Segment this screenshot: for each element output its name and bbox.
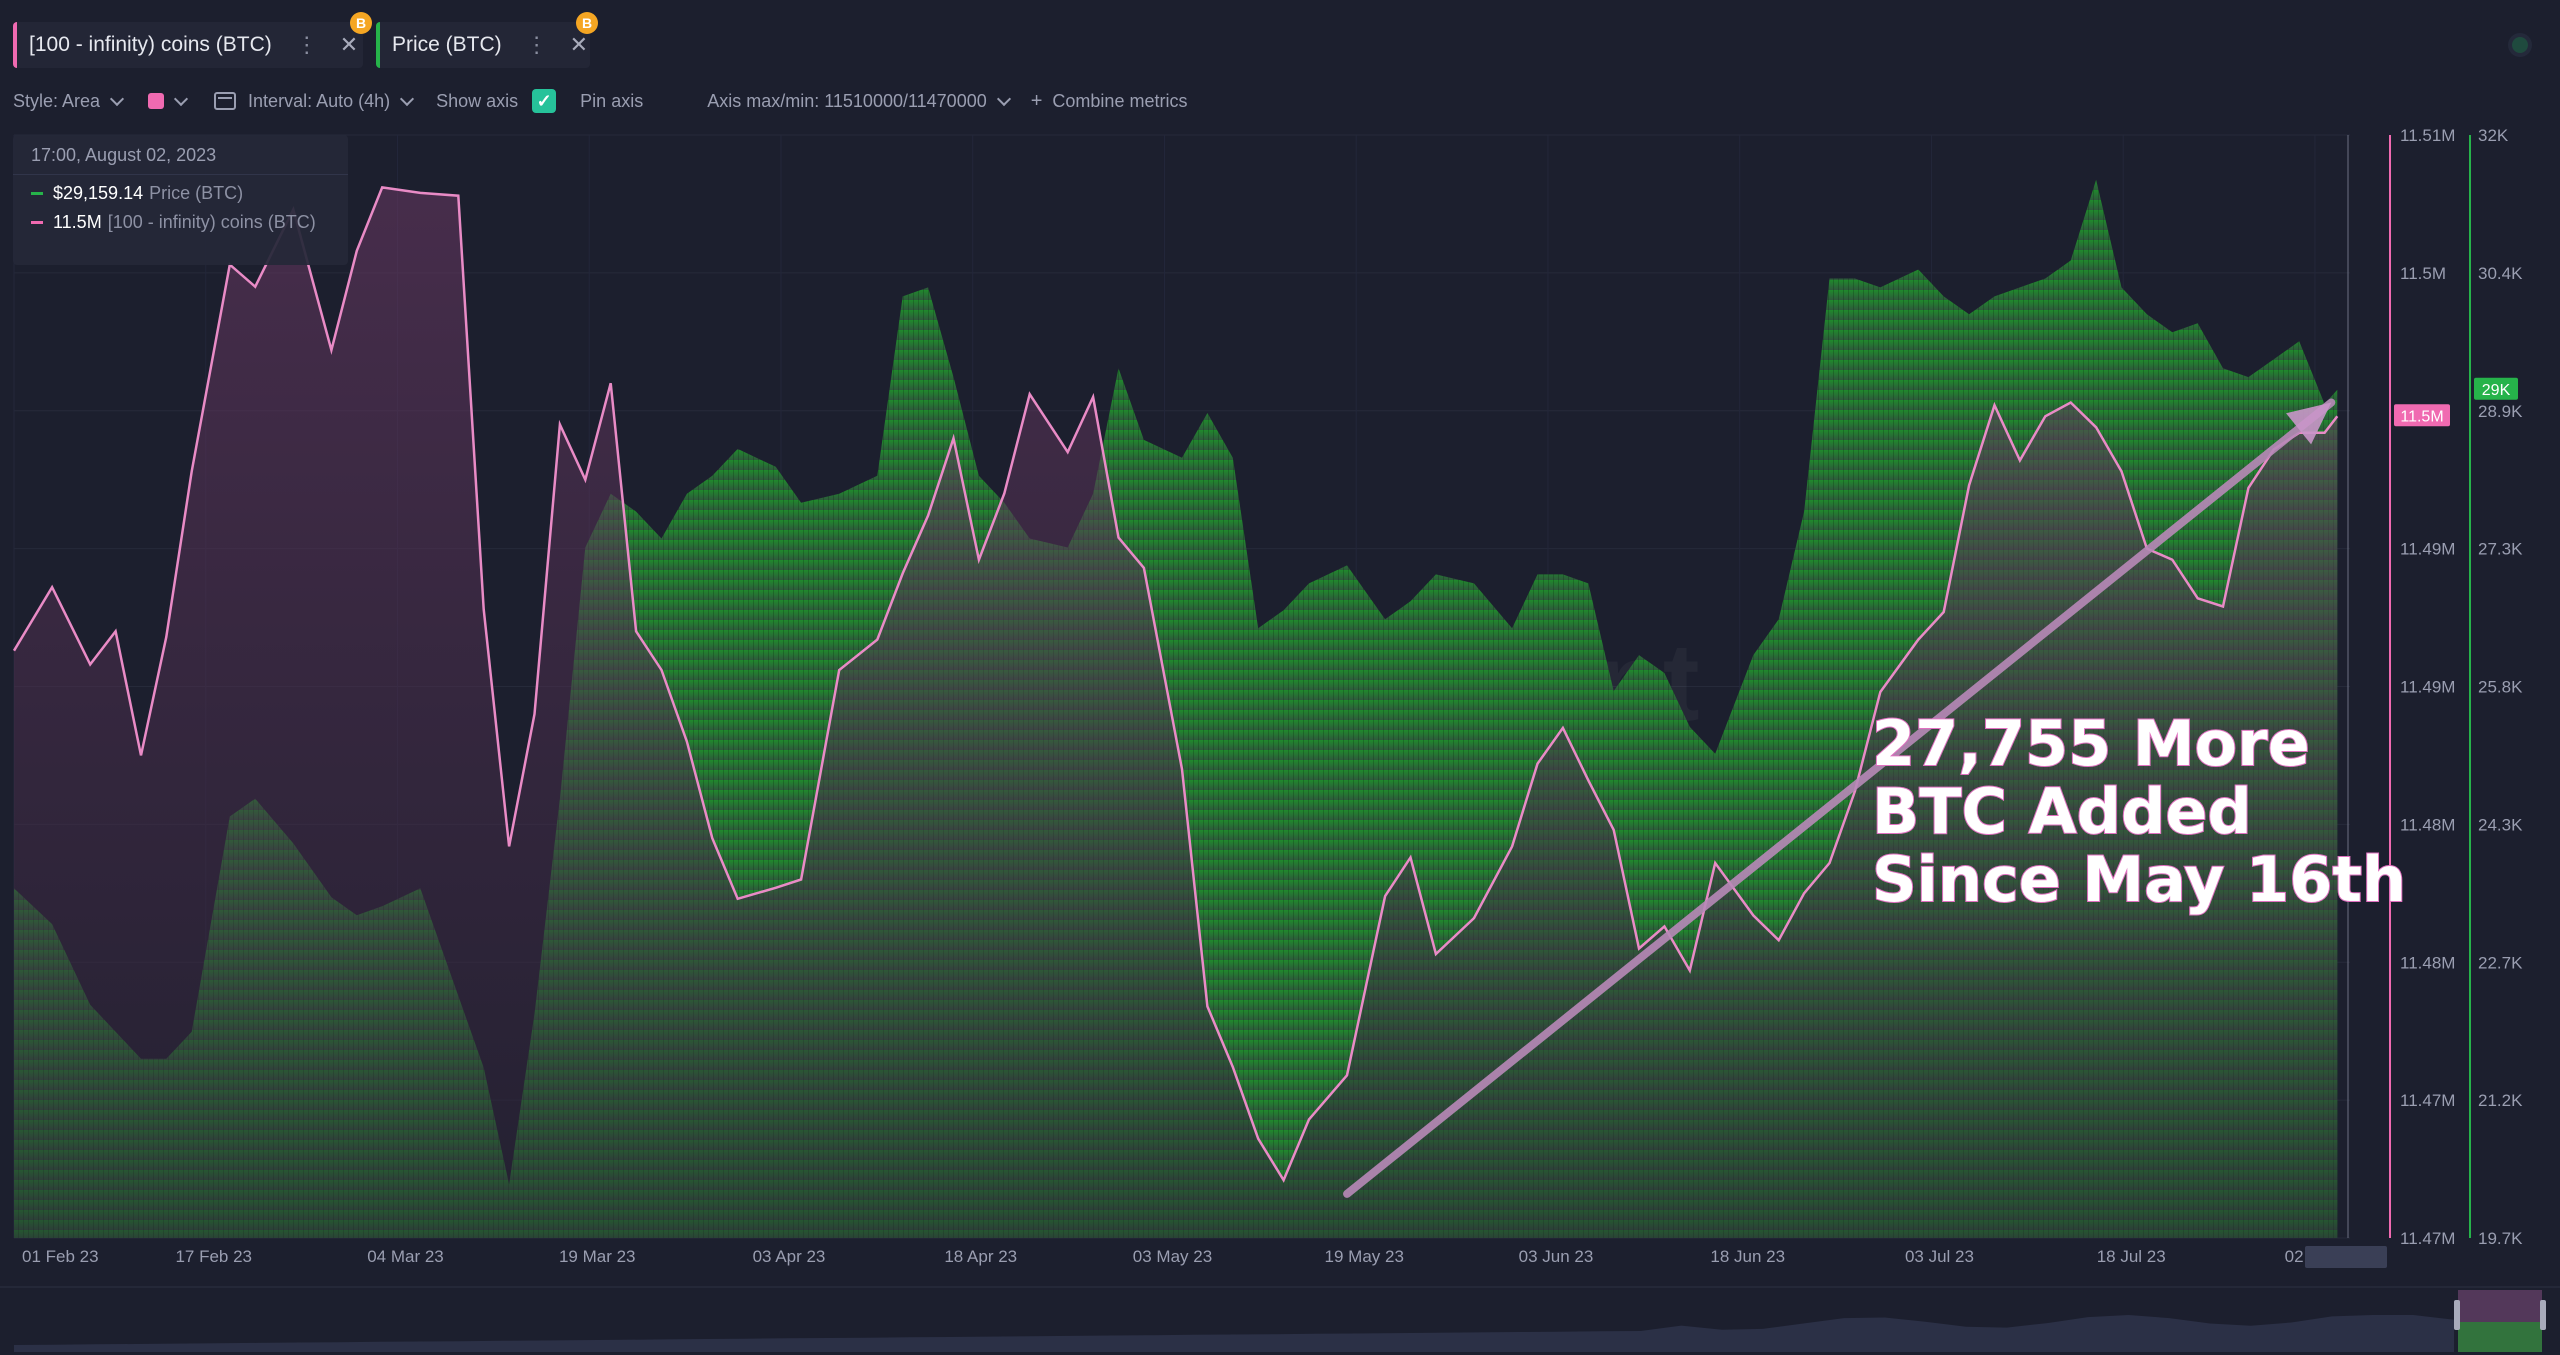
hover-tooltip: 17:00, August 02, 2023 $29,159.14 Price … <box>13 135 348 265</box>
holders-tick-label: 11.5M <box>2400 264 2446 283</box>
metric-tab-label: Price (BTC) <box>392 33 502 56</box>
x-tick-label: 04 Mar 23 <box>367 1247 444 1266</box>
price-tick-label: 22.7K <box>2478 953 2523 972</box>
color-swatch <box>148 93 165 109</box>
bitcoin-icon: B <box>576 12 598 34</box>
holders-tick-label: 11.48M <box>2400 953 2455 972</box>
tooltip-row-price: $29,159.14 Price (BTC) <box>31 183 348 204</box>
holders-area <box>14 187 2338 1238</box>
tooltip-date: 17:00, August 02, 2023 <box>13 135 348 175</box>
tooltip-value: $29,159.14 <box>53 183 144 203</box>
price-tick-label: 25.8K <box>2478 678 2523 697</box>
holders-current-label: 11.5M <box>2400 408 2443 425</box>
price-tick-label: 27.3K <box>2478 540 2523 559</box>
x-tick-label: 03 Jul 23 <box>1905 1247 1974 1266</box>
checkbox-checked-icon[interactable]: ✓ <box>532 89 557 113</box>
combine-metrics-button[interactable]: + Combine metrics <box>1031 90 1188 113</box>
x-tick-label: 03 Jun 23 <box>1519 1247 1594 1266</box>
navigator-area <box>14 1315 2454 1352</box>
x-tick-label: 19 Mar 23 <box>559 1247 636 1266</box>
navigator-handle-left <box>2454 1300 2460 1330</box>
trend-arrow-head <box>2286 402 2332 445</box>
x-tick-label: 17 Feb 23 <box>175 1247 252 1266</box>
holders-line <box>12 186 2339 1183</box>
trend-arrow-line <box>1343 398 2336 1198</box>
holders-tick-label: 11.49M <box>2400 540 2455 559</box>
axis-maxmin-label: Axis max/min: 11510000/11470000 <box>707 90 987 111</box>
x-tick-label: 03 May 23 <box>1133 1247 1212 1266</box>
tooltip-series-name: [100 - infinity) coins (BTC) <box>107 212 316 232</box>
holders-tick-label: 11.48M <box>2400 815 2455 834</box>
holders-tick-label: 11.47M <box>2400 1229 2455 1248</box>
color-picker[interactable] <box>148 91 192 109</box>
bitcoin-icon: B <box>350 12 372 34</box>
vertical-dots-icon[interactable]: ⋮ <box>525 32 548 57</box>
price-tick-label: 32K <box>2478 126 2509 145</box>
x-tick-label: 19 May 23 <box>1325 1247 1404 1266</box>
annotation-text: 27,755 More <box>1872 707 2310 780</box>
status-indicator <box>2512 37 2528 53</box>
show-axis-label: Show axis <box>436 90 519 111</box>
close-icon[interactable]: ✕ <box>339 32 359 57</box>
vertical-dots-icon[interactable]: ⋮ <box>295 32 318 57</box>
price-tick-label: 24.3K <box>2478 815 2523 834</box>
plus-icon: + <box>1030 89 1043 112</box>
navigator-selection-price <box>2458 1322 2542 1352</box>
tooltip-row-holders: 11.5M [100 - infinity) coins (BTC) <box>31 212 348 233</box>
price-current-badge <box>2474 377 2518 400</box>
annotation-text: BTC Added <box>1872 775 2252 848</box>
style-dropdown[interactable]: Style: Area <box>13 91 128 112</box>
close-icon[interactable]: ✕ <box>569 32 589 57</box>
price-current-label: 29K <box>2482 382 2511 399</box>
axis-maxmin-dropdown[interactable]: Axis max/min: 11510000/11470000 <box>707 91 1015 112</box>
chart-areas <box>12 179 2339 1238</box>
metric-color-bar <box>13 22 17 68</box>
chart-axes: 01 Feb 23 17 Feb 23 04 Mar 23 19 Mar 23 03 A… <box>22 126 2523 1268</box>
holders-tick-label: 11.47M <box>2400 1091 2455 1110</box>
pin-axis-toggle[interactable]: Pin axis <box>580 91 643 112</box>
show-axis-toggle[interactable]: Show axis ✓ <box>436 89 557 113</box>
metric-color-bar <box>376 22 380 68</box>
navigator-handle-right <box>2540 1300 2546 1330</box>
style-label: Style: Area <box>13 90 101 111</box>
metric-tab-label: [100 - infinity) coins (BTC) <box>29 33 272 56</box>
interval-dropdown[interactable]: Interval: Auto (4h) <box>214 91 418 112</box>
annotation-text: Since May 16th <box>1872 843 2406 916</box>
interval-label: Interval: Auto (4h) <box>248 90 391 111</box>
calendar-icon <box>214 92 237 110</box>
holders-tick-label: 11.49M <box>2400 678 2455 697</box>
pin-axis-label: Pin axis <box>580 90 644 111</box>
x-tick-label: 01 Feb 23 <box>22 1247 99 1266</box>
navigator-minimap[interactable] <box>0 1286 2560 1352</box>
metric-tab-price[interactable]: Price (BTC) ⋮ ✕ B <box>376 12 598 68</box>
x-current-marker <box>2305 1246 2387 1268</box>
holders-tick-label: 11.51M <box>2400 126 2455 145</box>
x-tick-label: 03 Apr 23 <box>753 1247 826 1266</box>
series-color-dash <box>31 221 43 224</box>
series-color-dash <box>31 192 43 195</box>
metric-tab-holders[interactable]: [100 - infinity) coins (BTC) ⋮ ✕ B <box>13 12 372 68</box>
tooltip-series-name: Price (BTC) <box>149 183 244 203</box>
tooltip-value: 11.5M <box>53 212 102 232</box>
holders-current-badge <box>2394 404 2450 427</box>
x-tick-label: 18 Jul 23 <box>2097 1247 2166 1266</box>
price-tick-label: 30.4K <box>2478 264 2523 283</box>
x-tick-label: 18 Apr 23 <box>944 1247 1017 1266</box>
price-tick-label: 21.2K <box>2478 1091 2523 1110</box>
price-tick-label: 28.9K <box>2478 402 2523 421</box>
chart-toolbar: Style: Area Interval: Auto (4h) Show axi… <box>13 88 1187 114</box>
price-tick-label: 19.7K <box>2478 1229 2523 1248</box>
combine-metrics-label: Combine metrics <box>1052 90 1188 111</box>
x-tick-label: 18 Jun 23 <box>1710 1247 1785 1266</box>
